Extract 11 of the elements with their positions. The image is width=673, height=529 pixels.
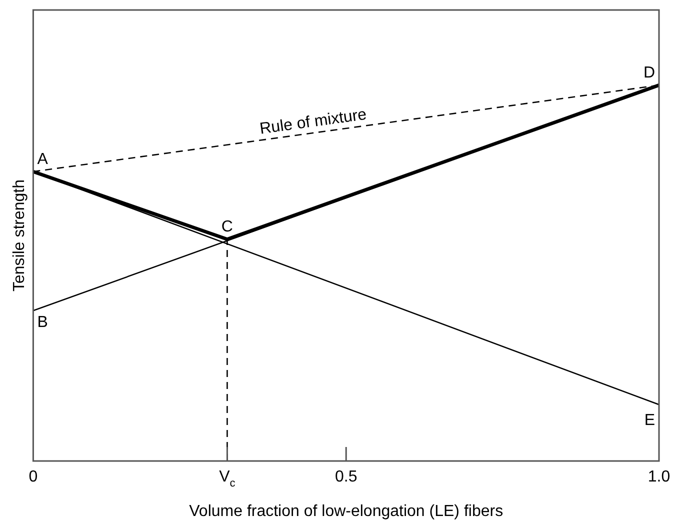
annotation: E — [644, 412, 655, 430]
x-tick-label: 0 — [28, 468, 38, 486]
annotation: C — [221, 218, 233, 236]
x-axis-title: Volume fraction of low-elongation (LE) fibers — [189, 502, 504, 520]
annotation: Rule of mixture — [258, 106, 368, 138]
annotation: B — [37, 314, 48, 332]
annotation: D — [643, 64, 655, 82]
x-tick-label: 0.5 — [334, 468, 358, 486]
annotation: A — [37, 151, 48, 168]
y-axis-title: Tensile strength — [11, 179, 28, 292]
x-tick-label: 1.0 — [648, 468, 670, 486]
